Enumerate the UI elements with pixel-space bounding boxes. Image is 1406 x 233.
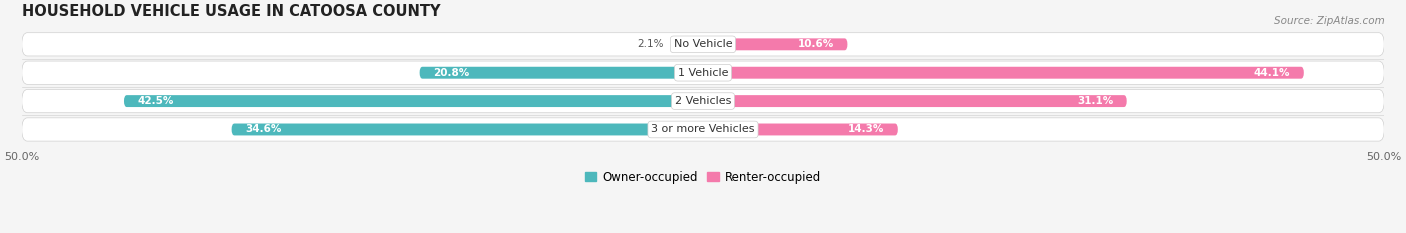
FancyBboxPatch shape: [703, 95, 1126, 107]
FancyBboxPatch shape: [703, 38, 848, 50]
Text: 10.6%: 10.6%: [797, 39, 834, 49]
Text: 3 or more Vehicles: 3 or more Vehicles: [651, 124, 755, 134]
Text: No Vehicle: No Vehicle: [673, 39, 733, 49]
FancyBboxPatch shape: [675, 38, 703, 50]
Text: 34.6%: 34.6%: [245, 124, 281, 134]
Text: 1 Vehicle: 1 Vehicle: [678, 68, 728, 78]
FancyBboxPatch shape: [703, 67, 1303, 79]
Text: 44.1%: 44.1%: [1254, 68, 1291, 78]
Text: 2.1%: 2.1%: [637, 39, 664, 49]
FancyBboxPatch shape: [124, 95, 703, 107]
FancyBboxPatch shape: [232, 123, 703, 135]
FancyBboxPatch shape: [419, 67, 703, 79]
FancyBboxPatch shape: [21, 89, 1385, 113]
Text: 2 Vehicles: 2 Vehicles: [675, 96, 731, 106]
Legend: Owner-occupied, Renter-occupied: Owner-occupied, Renter-occupied: [579, 166, 827, 188]
Text: 31.1%: 31.1%: [1077, 96, 1114, 106]
Text: HOUSEHOLD VEHICLE USAGE IN CATOOSA COUNTY: HOUSEHOLD VEHICLE USAGE IN CATOOSA COUNT…: [21, 4, 440, 19]
FancyBboxPatch shape: [703, 123, 898, 135]
Text: 20.8%: 20.8%: [433, 68, 470, 78]
FancyBboxPatch shape: [21, 118, 1385, 141]
FancyBboxPatch shape: [21, 33, 1385, 56]
Text: Source: ZipAtlas.com: Source: ZipAtlas.com: [1274, 16, 1385, 26]
FancyBboxPatch shape: [21, 61, 1385, 84]
Text: 14.3%: 14.3%: [848, 124, 884, 134]
Text: 42.5%: 42.5%: [138, 96, 174, 106]
